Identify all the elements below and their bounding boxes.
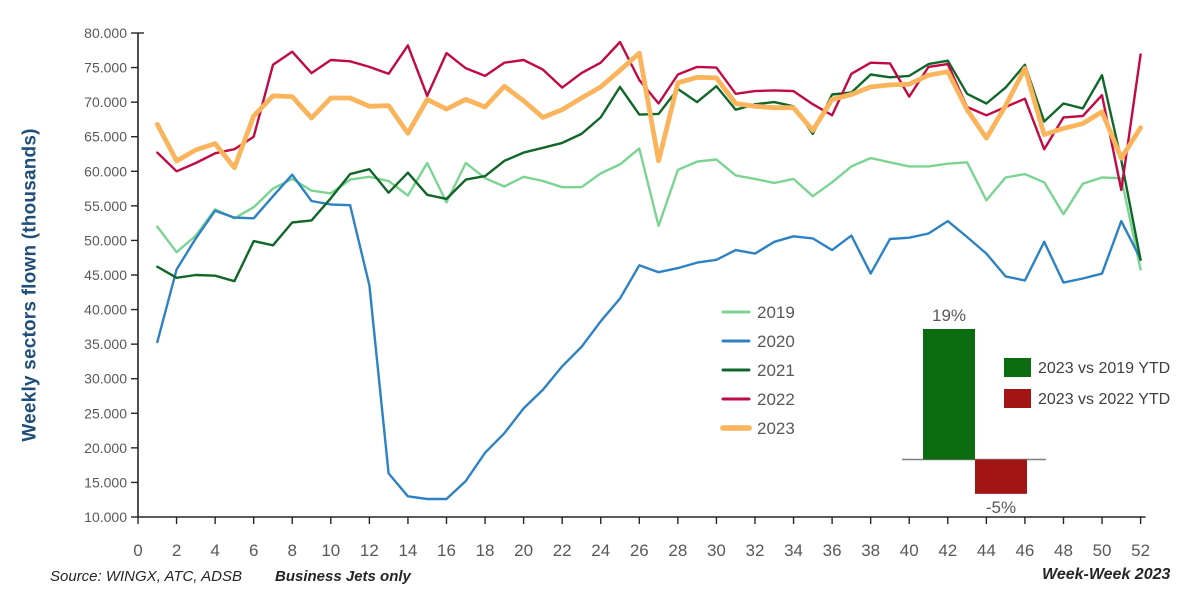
legend-label-2023: 2023: [757, 419, 795, 438]
x-axis-tick-label: 2: [172, 541, 181, 560]
x-axis-tick-label: 30: [707, 541, 726, 560]
x-axis-tick-label: 10: [321, 541, 340, 560]
x-axis-tick-label: 46: [1015, 541, 1034, 560]
x-axis-tick-label: 8: [288, 541, 297, 560]
inset-bar-value-label: 19%: [932, 306, 966, 325]
legend-label-2020: 2020: [757, 332, 795, 351]
y-axis-tick-label: 50.000: [84, 232, 127, 248]
legend-label-2021: 2021: [757, 361, 795, 380]
x-axis-tick-label: 18: [476, 541, 495, 560]
inset-bar-value-label: -5%: [986, 498, 1016, 517]
y-axis-tick-label: 55.000: [84, 198, 127, 214]
inset-legend-label-2: 2023 vs 2022 YTD: [1038, 391, 1170, 408]
inset-legend-swatch-1: [1004, 358, 1031, 377]
series-line-2020: [156, 173, 1142, 501]
x-axis-tick-label: 12: [360, 541, 379, 560]
y-axis-tick-label: 75.000: [84, 60, 127, 76]
source-note: Source: WINGX, ATC, ADSB: [50, 568, 242, 585]
inset-legend-swatch-2: [1004, 389, 1031, 408]
y-axis-title: Weekly sectors flown (thousands): [20, 128, 41, 442]
y-axis-tick-label: 15.000: [84, 474, 127, 490]
x-axis-tick-label: 42: [938, 541, 957, 560]
legend-label-2022: 2022: [757, 390, 795, 409]
y-axis-tick-label: 45.000: [84, 267, 127, 283]
inset-legend-label-1: 2023 vs 2019 YTD: [1038, 360, 1170, 377]
inset-bar-2: [975, 459, 1027, 494]
x-axis-tick-label: 44: [977, 541, 996, 560]
x-axis-tick-label: 52: [1131, 541, 1150, 560]
y-axis-tick-label: 80.000: [84, 25, 127, 41]
x-axis-tick-label: 20: [514, 541, 533, 560]
y-axis-tick-label: 70.000: [84, 94, 127, 110]
series-line-2022: [156, 40, 1142, 192]
y-axis-tick-label: 35.000: [84, 336, 127, 352]
x-axis-tick-label: 26: [630, 541, 649, 560]
x-axis-tick-label: 48: [1054, 541, 1073, 560]
x-axis-tick-label: 34: [784, 541, 803, 560]
y-axis-tick-label: 65.000: [84, 129, 127, 145]
x-axis-tick-label: 40: [900, 541, 919, 560]
x-axis-tick-label: 14: [398, 541, 417, 560]
series-line-2023: [154, 50, 1143, 171]
x-axis-tick-label: 38: [861, 541, 880, 560]
series-line-2019: [156, 147, 1142, 271]
inset-bar-1: [923, 328, 975, 460]
y-axis-tick-label: 40.000: [84, 302, 127, 318]
x-axis-tick-label: 28: [668, 541, 687, 560]
x-axis-tick-label: 24: [591, 541, 610, 560]
x-axis-tick-label: 22: [553, 541, 572, 560]
y-axis-tick-label: 10.000: [84, 509, 127, 525]
x-axis-tick-label: 32: [746, 541, 765, 560]
y-axis-tick-label: 60.000: [84, 163, 127, 179]
scope-note: Business Jets only: [275, 568, 411, 585]
x-axis-tick-label: 50: [1093, 541, 1112, 560]
x-axis-note: Week-Week 2023: [1042, 566, 1171, 583]
x-axis-tick-label: 16: [437, 541, 456, 560]
x-axis-tick-label: 0: [133, 541, 142, 560]
y-axis-tick-label: 25.000: [84, 405, 127, 421]
y-axis-tick-label: 20.000: [84, 440, 127, 456]
legend-label-2019: 2019: [757, 303, 795, 322]
y-axis-tick-label: 30.000: [84, 371, 127, 387]
x-axis-tick-label: 4: [210, 541, 219, 560]
x-axis-tick-label: 36: [823, 541, 842, 560]
x-axis-tick-label: 6: [249, 541, 258, 560]
